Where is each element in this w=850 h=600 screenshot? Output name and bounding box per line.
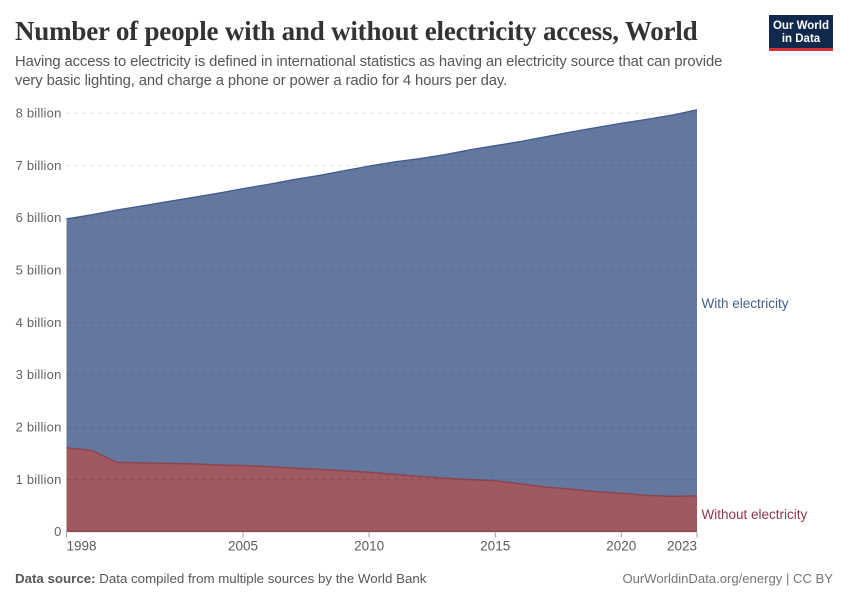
svg-text:3 billion: 3 billion: [16, 367, 62, 382]
svg-text:1 billion: 1 billion: [16, 472, 62, 487]
svg-text:2020: 2020: [606, 539, 636, 554]
svg-text:With electricity: With electricity: [702, 296, 789, 311]
svg-text:Without electricity: Without electricity: [702, 507, 808, 522]
svg-text:2010: 2010: [354, 539, 384, 554]
svg-text:4 billion: 4 billion: [16, 315, 62, 330]
svg-text:6 billion: 6 billion: [16, 210, 62, 225]
svg-text:1998: 1998: [67, 539, 97, 554]
svg-text:2 billion: 2 billion: [16, 420, 62, 435]
svg-text:7 billion: 7 billion: [16, 158, 62, 173]
svg-text:2023: 2023: [667, 539, 697, 554]
svg-text:5 billion: 5 billion: [16, 262, 62, 277]
svg-text:8 billion: 8 billion: [16, 105, 62, 120]
svg-text:2005: 2005: [228, 539, 258, 554]
svg-text:2015: 2015: [480, 539, 510, 554]
svg-text:0: 0: [54, 524, 61, 539]
